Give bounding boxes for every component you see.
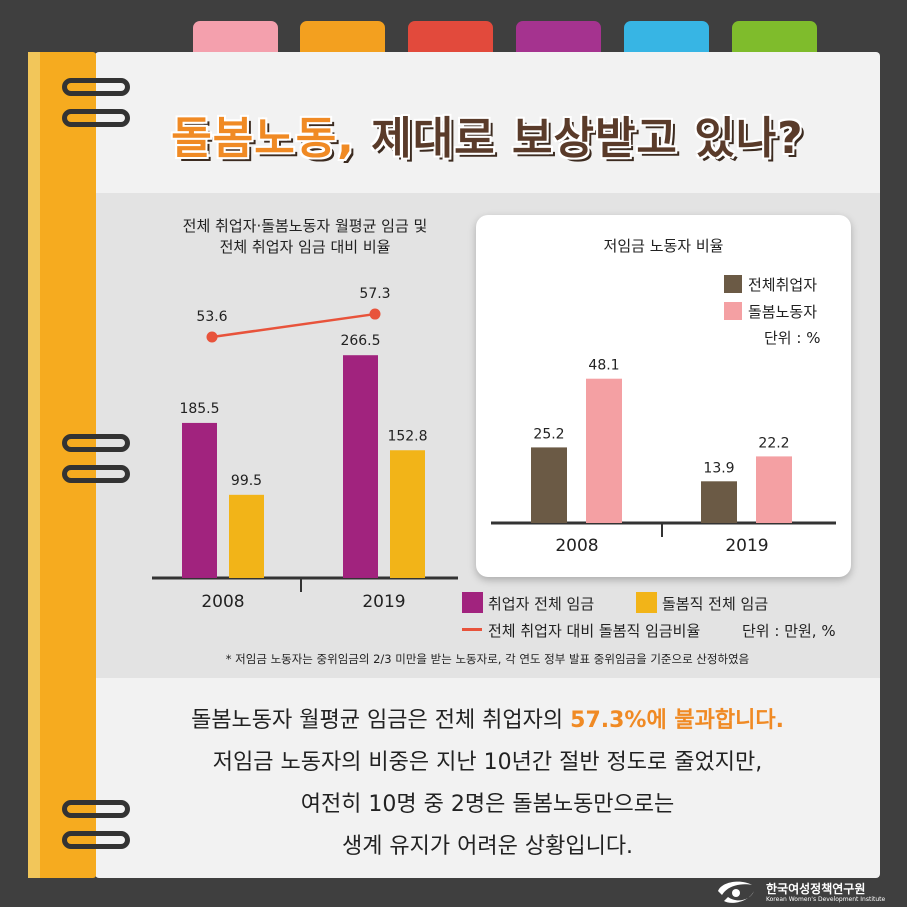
summary-line2: 저임금 노동자의 비중은 지난 10년간 절반 정도로 줄었지만, [212, 750, 763, 775]
bar-total-2019 [701, 481, 737, 523]
low-wage-chart: 25.2 13.9 48.1 22.2 2008 2019 [491, 358, 836, 556]
chart1-title-line2: 전체 취업자 임금 대비 비율 [219, 238, 391, 256]
summary-line1-a: 돌봄노동자 월평균 임금은 전체 취업자의 [191, 708, 571, 733]
x-tick-label: 2019 [362, 592, 405, 612]
bar-total-2008 [182, 422, 217, 578]
summary-line4: 생계 유지가 어려운 상황입니다. [341, 834, 634, 859]
legend2-swatch-total [724, 275, 742, 293]
summary-line3: 여전히 10명 중 2명은 돌봄노동만으로는 [300, 792, 675, 817]
summary-highlight: 57.3%에 불과합니다. [570, 708, 784, 733]
bar-care-2008 [586, 378, 622, 523]
ring-icon [62, 78, 130, 96]
bar-care-2008 [229, 494, 264, 578]
legend2-unit: 단위 : % [764, 329, 821, 347]
x-tick-label: 2019 [725, 536, 768, 556]
bar-value-label: 22.2 [758, 435, 789, 451]
ratio-point-2008 [206, 331, 218, 343]
x-tick-label: 2008 [555, 536, 598, 556]
bar-total-2008 [531, 447, 567, 523]
ratio-line [211, 312, 376, 339]
bar-value-label: 266.5 [340, 333, 380, 349]
ring-icon [62, 434, 130, 452]
org-name-en: Korean Women's Development Institute [766, 896, 886, 903]
title-accent: 돌봄노동, [171, 113, 355, 164]
legend2-label-total: 전체취업자 [748, 276, 818, 294]
bar-value-label: 99.5 [231, 473, 262, 489]
legend-label-care: 돌봄직 전체 임금 [662, 595, 769, 613]
bar-care-2019 [390, 450, 425, 578]
bar-value-label: 48.1 [588, 358, 619, 374]
summary-text: 돌봄노동자 월평균 임금은 전체 취업자의 57.3%에 불과합니다. 저임금 … [95, 700, 880, 868]
page-title: 돌봄노동, 제대로 보상받고 있나? [95, 102, 880, 166]
kwdi-logo-icon [718, 881, 754, 903]
legend-swatch-total [462, 592, 483, 613]
ring-icon [62, 109, 130, 127]
title-rest: 제대로 보상받고 있나? [354, 113, 804, 164]
bar-value-label: 152.8 [387, 428, 427, 444]
legend-label-ratio: 전체 취업자 대비 돌봄직 임금비율 [488, 622, 701, 640]
x-tick-label: 2008 [201, 592, 244, 612]
ratio-point-2019 [369, 308, 381, 320]
ring-icon [62, 465, 130, 483]
chart1-title-line1: 전체 취업자·돌봄노동자 월평균 임금 및 [182, 217, 428, 235]
chart1-title: 전체 취업자·돌봄노동자 월평균 임금 및 전체 취업자 임금 대비 비율 [120, 216, 490, 258]
legend-swatch-ratio [462, 628, 482, 631]
ring-icon [62, 831, 130, 849]
title-band [95, 88, 880, 188]
legend-unit: 단위 : 만원, % [742, 622, 836, 640]
legend-swatch-care [636, 592, 657, 613]
bar-care-2019 [756, 456, 792, 523]
bar-value-label: 25.2 [533, 426, 564, 442]
footnote: * 저임금 노동자는 중위임금의 2/3 미만을 받는 노동자로, 각 연도 정… [225, 652, 750, 666]
ratio-value-label: 53.6 [196, 309, 227, 325]
bar-total-2019 [343, 355, 378, 578]
spine-highlight [28, 52, 40, 878]
org-name: 한국여성정책연구원 [766, 882, 866, 896]
chart2-title: 저임금 노동자 비율 [603, 237, 724, 255]
bar-value-label: 185.5 [179, 401, 219, 417]
legend2-swatch-care [724, 302, 742, 320]
ring-icon [62, 800, 130, 818]
legend2-label-care: 돌봄노동자 [748, 303, 818, 321]
bar-value-label: 13.9 [703, 460, 734, 476]
low-wage-panel: 저임금 노동자 비율 전체취업자 돌봄노동자 단위 : % 25.2 13.9 48… [476, 215, 851, 577]
summary-line1: 돌봄노동자 월평균 임금은 전체 취업자의 57.3%에 불과합니다. [95, 700, 880, 742]
legend-label-total: 취업자 전체 임금 [488, 595, 595, 613]
ratio-value-label: 57.3 [359, 286, 390, 302]
